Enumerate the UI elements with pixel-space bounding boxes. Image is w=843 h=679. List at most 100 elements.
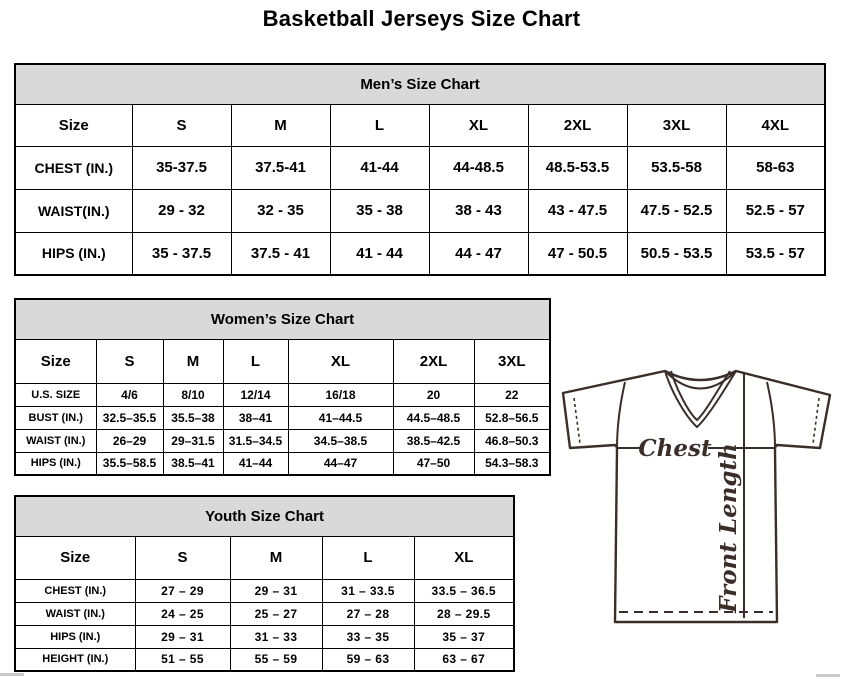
size-value-cell: 41 - 44 xyxy=(329,231,430,276)
size-value-cell: 38 - 43 xyxy=(428,188,529,233)
size-value-cell: 53.5-58 xyxy=(626,145,727,190)
size-value-cell: 31 – 33.5 xyxy=(321,578,415,603)
vneck-inner-line xyxy=(670,370,731,422)
size-value-cell: 44 - 47 xyxy=(428,231,529,276)
size-value-cell: 51 – 55 xyxy=(134,647,231,672)
size-value-cell: 47–50 xyxy=(392,451,475,476)
row-label: HEIGHT (IN.) xyxy=(14,647,136,672)
sleeve-stitch-left xyxy=(573,397,581,445)
size-value-cell: 52.8–56.5 xyxy=(473,405,551,430)
size-value-cell: 33.5 – 36.5 xyxy=(413,578,515,603)
size-value-cell: 27 – 29 xyxy=(134,578,231,603)
size-value-cell: 24 – 25 xyxy=(134,601,231,626)
size-value-cell: 38.5–41 xyxy=(162,451,224,476)
size-value-cell: 27 – 28 xyxy=(321,601,415,626)
womens-size-table: Women’s Size Chart Size S M L XL 2XL 3XL U.S. SI… xyxy=(14,298,552,476)
youth-size-table: Youth Size Chart Size S M L XL CHEST (IN.) 27 –… xyxy=(14,495,516,672)
size-value-cell: 29 – 31 xyxy=(229,578,323,603)
size-value-cell: 38.5–42.5 xyxy=(392,428,475,453)
size-value-cell: 63 – 67 xyxy=(413,647,515,672)
row-label: HIPS (IN.) xyxy=(14,231,133,276)
size-value-cell: 38–41 xyxy=(222,405,289,430)
size-value-cell: 44.5–48.5 xyxy=(392,405,475,430)
table-title: Youth Size Chart xyxy=(14,495,515,537)
armhole-seam-right xyxy=(766,381,776,449)
row-label: CHEST (IN.) xyxy=(14,578,136,603)
size-value-cell: 48.5-53.5 xyxy=(527,145,628,190)
row-label: CHEST (IN.) xyxy=(14,145,133,190)
size-value-cell: 8/10 xyxy=(162,382,224,407)
scrollbar-artifact-right xyxy=(816,674,840,677)
size-value-cell: 44–47 xyxy=(287,451,394,476)
size-value-cell: 26–29 xyxy=(95,428,164,453)
size-value-cell: 37.5 - 41 xyxy=(230,231,331,276)
sleeve-stitch-right xyxy=(812,397,820,445)
column-header: M xyxy=(230,103,331,147)
armhole-seam-left xyxy=(616,381,626,449)
column-header: L xyxy=(329,103,430,147)
column-header: Size xyxy=(14,338,97,384)
row-label: WAIST(IN.) xyxy=(14,188,133,233)
column-header: XL xyxy=(413,535,515,580)
column-header: 2XL xyxy=(527,103,628,147)
column-header: Size xyxy=(14,103,133,147)
size-value-cell: 52.5 - 57 xyxy=(725,188,826,233)
jersey-measurement-diagram: Chest Front Length xyxy=(552,364,838,630)
column-header: L xyxy=(321,535,415,580)
size-value-cell: 32.5–35.5 xyxy=(95,405,164,430)
size-value-cell: 33 – 35 xyxy=(321,624,415,649)
size-value-cell: 54.3–58.3 xyxy=(473,451,551,476)
size-value-cell: 35.5–38 xyxy=(162,405,224,430)
column-header: S xyxy=(134,535,231,580)
column-header: XL xyxy=(287,338,394,384)
column-header: M xyxy=(229,535,323,580)
size-value-cell: 12/14 xyxy=(222,382,289,407)
row-label: U.S. SIZE xyxy=(14,382,97,407)
size-value-cell: 16/18 xyxy=(287,382,394,407)
mens-size-table: Men’s Size Chart Size S M L XL 2XL 3XL 4XL CHEST … xyxy=(14,63,827,276)
front-length-label: Front Length xyxy=(715,443,742,614)
size-value-cell: 31 – 33 xyxy=(229,624,323,649)
row-label: HIPS (IN.) xyxy=(14,624,136,649)
size-value-cell: 37.5-41 xyxy=(230,145,331,190)
size-value-cell: 41–44 xyxy=(222,451,289,476)
size-value-cell: 29 – 31 xyxy=(134,624,231,649)
table-row: WAIST(IN.) 29 - 32 32 - 35 35 - 38 38 - 43 43… xyxy=(14,188,826,233)
column-header: 2XL xyxy=(392,338,475,384)
size-value-cell: 35 - 37.5 xyxy=(131,231,232,276)
table-row: BUST (IN.) 32.5–35.5 35.5–38 38–41 41–44.5 44… xyxy=(14,405,551,430)
row-label: BUST (IN.) xyxy=(14,405,97,430)
size-value-cell: 47 - 50.5 xyxy=(527,231,628,276)
size-value-cell: 4/6 xyxy=(95,382,164,407)
size-value-cell: 50.5 - 53.5 xyxy=(626,231,727,276)
size-value-cell: 44-48.5 xyxy=(428,145,529,190)
table-title: Women’s Size Chart xyxy=(14,298,551,340)
jersey-outline-shape xyxy=(561,369,832,624)
column-header: M xyxy=(162,338,224,384)
row-label: WAIST (IN.) xyxy=(14,601,136,626)
size-value-cell: 20 xyxy=(392,382,475,407)
vneck-outer-line xyxy=(664,370,737,429)
size-value-cell: 53.5 - 57 xyxy=(725,231,826,276)
row-label: WAIST (IN.) xyxy=(14,428,97,453)
table-row: HIPS (IN.) 35 - 37.5 37.5 - 41 41 - 44 44 - … xyxy=(14,231,826,276)
column-header: S xyxy=(95,338,164,384)
column-header: Size xyxy=(14,535,136,580)
size-value-cell: 35 – 37 xyxy=(413,624,515,649)
size-value-cell: 31.5–34.5 xyxy=(222,428,289,453)
table-title: Men’s Size Chart xyxy=(14,63,826,105)
column-header: XL xyxy=(428,103,529,147)
size-value-cell: 22 xyxy=(473,382,551,407)
page-title: Basketball Jerseys Size Chart xyxy=(262,6,581,31)
table-row: U.S. SIZE 4/6 8/10 12/14 16/18 20 22 xyxy=(14,382,551,407)
size-value-cell: 28 – 29.5 xyxy=(413,601,515,626)
table-row: WAIST (IN.) 26–29 29–31.5 31.5–34.5 34.5–38.… xyxy=(14,428,551,453)
column-header: L xyxy=(222,338,289,384)
scrollbar-artifact-left xyxy=(0,673,24,676)
column-header: 4XL xyxy=(725,103,826,147)
size-value-cell: 59 – 63 xyxy=(321,647,415,672)
table-row: HIPS (IN.) 29 – 31 31 – 33 33 – 35 35 – 37 xyxy=(14,624,515,649)
size-value-cell: 58-63 xyxy=(725,145,826,190)
table-row: WAIST (IN.) 24 – 25 25 – 27 27 – 28 28 – 29.… xyxy=(14,601,515,626)
column-header: 3XL xyxy=(626,103,727,147)
